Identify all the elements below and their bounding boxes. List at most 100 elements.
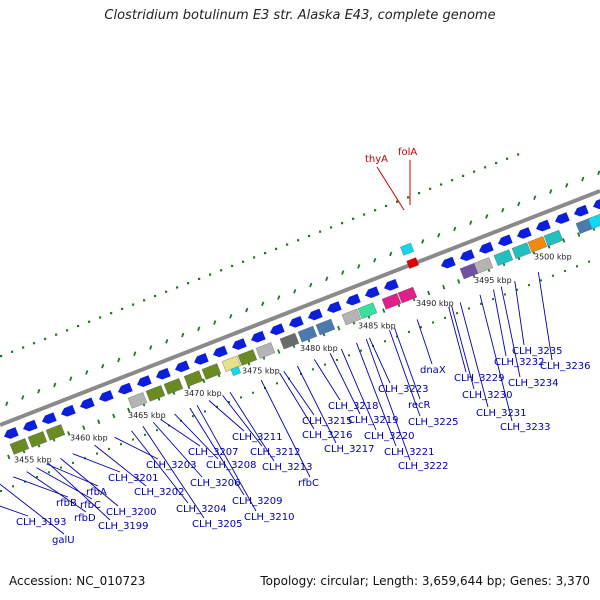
gene-label-CLH_3204: CLH_3204	[176, 504, 227, 515]
cds-arrow	[479, 241, 494, 254]
gene-block	[163, 378, 184, 395]
gene-block	[406, 257, 419, 269]
gene-leader	[296, 365, 337, 444]
gene-block	[9, 438, 30, 455]
gene-block	[473, 257, 494, 274]
kbp-label: 3495 kbp	[474, 276, 512, 285]
tick-mark	[85, 370, 89, 375]
gene-label-CLH_3236: CLH_3236	[540, 361, 591, 372]
tick-mark	[117, 357, 121, 363]
inner-dot	[60, 466, 62, 469]
outer-dot	[220, 269, 223, 272]
inner-dot	[432, 321, 434, 324]
gene-block	[279, 332, 300, 350]
inner-dot	[156, 429, 158, 432]
cds-arrow	[346, 293, 361, 306]
inner-dot	[192, 415, 194, 418]
cds-arrow	[498, 234, 513, 247]
gene-leader	[142, 426, 205, 519]
tick-mark	[202, 378, 206, 384]
gene-leader	[36, 467, 93, 500]
gene-leader	[189, 407, 245, 496]
kbp-label: 3465 kbp	[128, 411, 166, 420]
gene-label-CLH_3234: CLH_3234	[508, 378, 559, 389]
inner-dot	[528, 284, 530, 287]
cds-arrow	[536, 219, 551, 232]
gene-label-CLH_3216: CLH_3216	[302, 430, 353, 441]
gene-leader	[0, 483, 65, 535]
cds-arrow	[593, 197, 600, 210]
gene-leader	[448, 306, 467, 373]
outer-dot	[429, 187, 432, 190]
gene-leader	[94, 444, 147, 487]
outer-dot	[11, 350, 14, 353]
outer-dot	[462, 174, 465, 178]
inner-dot	[348, 354, 350, 357]
tick-mark	[133, 351, 137, 357]
gene-label-CLH_3222: CLH_3222	[398, 461, 449, 472]
tick-mark	[457, 279, 461, 284]
gene-block	[183, 370, 204, 387]
tick-mark	[325, 276, 329, 282]
gene-block	[357, 302, 378, 319]
gene-leader	[365, 338, 411, 461]
inner-dot	[96, 452, 98, 455]
tick-mark	[501, 207, 505, 213]
cds-arrow	[175, 360, 190, 373]
inner-dot	[456, 312, 458, 315]
gene-leader	[313, 359, 341, 401]
outer-dot	[242, 260, 245, 263]
gene-label-CLH_3205: CLH_3205	[192, 519, 243, 530]
tick-mark	[453, 226, 457, 232]
tick-mark	[581, 176, 585, 182]
inner-dot	[36, 475, 38, 478]
tick-mark	[69, 376, 73, 382]
outer-dot	[473, 170, 476, 173]
inner-dot	[132, 438, 134, 441]
outer-dot	[198, 277, 201, 280]
gene-block	[543, 229, 564, 247]
cds-arrow	[80, 397, 95, 410]
feature-label-thyA: thyA	[365, 154, 388, 165]
inner-dot	[12, 485, 14, 488]
inner-dot	[540, 279, 542, 282]
gene-label-CLH_3235: CLH_3235	[512, 346, 563, 357]
gene-leader	[47, 462, 111, 521]
inner-dot	[120, 443, 122, 446]
gene-leader	[174, 413, 219, 460]
tick-mark	[421, 239, 425, 244]
inner-dot	[516, 288, 518, 291]
outer-dot	[33, 342, 36, 345]
tick-mark	[427, 290, 431, 296]
gene-block	[527, 236, 548, 253]
tick-mark	[277, 295, 281, 300]
inner-dot	[240, 396, 242, 399]
gene-label-CLH_3219: CLH_3219	[348, 415, 399, 426]
outer-dot	[286, 243, 289, 246]
inner-dot	[480, 302, 482, 305]
inner-dot	[252, 391, 254, 394]
gene-leader	[26, 471, 87, 513]
tick-mark	[469, 220, 473, 226]
outer-dot	[110, 312, 113, 315]
cds-arrow	[441, 256, 456, 269]
tick-mark	[382, 308, 386, 313]
cds-arrow	[270, 323, 285, 336]
tick-mark	[517, 201, 521, 207]
inner-dot	[396, 335, 398, 338]
outer-dot	[385, 204, 388, 208]
cds-arrow	[23, 419, 38, 432]
gene-leader	[260, 379, 311, 478]
tick-mark	[97, 419, 101, 425]
gene-label-CLH_3193: CLH_3193	[16, 517, 67, 528]
gene-block	[493, 249, 514, 266]
gene-leader	[459, 302, 489, 408]
outer-dot	[484, 166, 487, 169]
cds-arrow	[574, 204, 589, 217]
cds-arrow	[251, 330, 266, 343]
cds-arrow	[61, 404, 76, 417]
tick-mark	[112, 413, 116, 419]
tick-mark	[213, 320, 217, 325]
cds-arrow	[365, 286, 380, 299]
